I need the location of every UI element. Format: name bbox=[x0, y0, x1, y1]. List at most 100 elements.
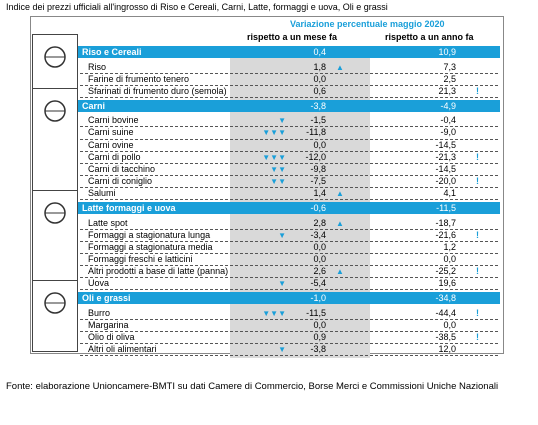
down-arrows: ▼▼▼ bbox=[262, 128, 286, 138]
row-name: Sfarinati di frumento duro (semola) bbox=[88, 85, 227, 96]
section-year: -11,5 bbox=[436, 203, 456, 213]
row-month: -11,5 bbox=[306, 307, 326, 318]
row-name: Formaggi a stagionatura media bbox=[88, 241, 213, 252]
row-month: 1,8 bbox=[313, 61, 326, 72]
row-divider bbox=[80, 355, 498, 356]
section-month: -0,6 bbox=[310, 203, 326, 213]
section-icon bbox=[32, 280, 78, 352]
section-month: -3,8 bbox=[310, 100, 326, 111]
section-name: Latte formaggi e uova bbox=[82, 203, 176, 213]
row-year: 21,3 bbox=[438, 85, 456, 96]
section-name: Riso e Cereali bbox=[82, 47, 142, 57]
period: Variazione percentuale maggio 2020 bbox=[290, 19, 445, 29]
row-month: 1,4 bbox=[313, 187, 326, 198]
row-month: 2,6 bbox=[313, 265, 326, 276]
row-name: Latte spot bbox=[88, 217, 128, 228]
row-month: 0,0 bbox=[313, 319, 326, 330]
row-name: Carni di tacchino bbox=[88, 163, 156, 174]
row-year: -21,3 bbox=[435, 151, 456, 162]
section-icon bbox=[32, 190, 78, 287]
row-divider bbox=[80, 150, 498, 152]
row-name: Altri prodotti a base di latte (panna) bbox=[88, 265, 229, 276]
section-year: -34,8 bbox=[435, 293, 456, 304]
flag: ! bbox=[476, 265, 479, 276]
icon-drawing bbox=[44, 292, 66, 314]
row-year: 2,5 bbox=[443, 73, 456, 84]
row-name: Riso bbox=[88, 61, 107, 72]
flag: ! bbox=[476, 229, 479, 240]
section-year: -4,9 bbox=[440, 100, 456, 111]
section-month: 0,4 bbox=[313, 47, 326, 57]
row-month: -9,8 bbox=[310, 163, 326, 174]
icon-drawing bbox=[44, 46, 66, 68]
section-icon bbox=[32, 34, 78, 94]
row-year: -14,5 bbox=[435, 139, 456, 150]
row-name: Salumi bbox=[88, 187, 116, 198]
up-arrow: ▲ bbox=[336, 62, 344, 72]
row-name: Uova bbox=[88, 278, 110, 288]
section-name: Carni bbox=[82, 100, 106, 111]
row-month: 0,0 bbox=[313, 73, 326, 84]
row-month: -7,5 bbox=[310, 175, 326, 186]
down-arrows: ▼ bbox=[278, 116, 286, 126]
row-year: 1,2 bbox=[443, 241, 456, 252]
row-year: -38,5 bbox=[435, 331, 456, 342]
down-arrows: ▼ bbox=[278, 279, 286, 288]
row-year: -25,2 bbox=[435, 265, 456, 276]
down-arrows: ▼▼▼ bbox=[262, 152, 286, 162]
flag: ! bbox=[476, 331, 479, 342]
row-divider bbox=[80, 138, 498, 140]
row-year: 4,1 bbox=[443, 187, 456, 198]
row-year: 0,0 bbox=[443, 319, 456, 330]
row-name: Carni di pollo bbox=[88, 151, 141, 162]
flag: ! bbox=[476, 151, 479, 162]
row-year: 19,6 bbox=[438, 278, 456, 288]
row-month: 2,8 bbox=[313, 217, 326, 228]
row-name: Carni di coniglio bbox=[88, 175, 153, 186]
icon-drawing bbox=[44, 100, 66, 122]
section-name: Oli e grassi bbox=[82, 293, 131, 304]
down-arrows: ▼ bbox=[278, 344, 286, 354]
row-month: -5,4 bbox=[310, 278, 326, 288]
row-divider bbox=[80, 289, 498, 291]
down-arrows: ▼▼ bbox=[270, 176, 286, 186]
row-divider bbox=[80, 199, 498, 200]
row-year: -20,0 bbox=[435, 175, 456, 186]
down-arrows: ▼ bbox=[278, 230, 286, 240]
row-month: -11,8 bbox=[306, 127, 326, 138]
row-year: -0,4 bbox=[440, 115, 456, 126]
up-arrow: ▲ bbox=[336, 266, 344, 276]
row-year: 7,3 bbox=[443, 61, 456, 72]
row-divider bbox=[80, 277, 498, 278]
row-month: -12,0 bbox=[305, 151, 326, 162]
flag: ! bbox=[476, 175, 479, 186]
row-divider bbox=[80, 264, 498, 266]
row-month: -3,8 bbox=[310, 343, 326, 354]
row-month: 0,6 bbox=[313, 85, 326, 96]
icon-drawing bbox=[44, 202, 66, 224]
row-divider bbox=[80, 240, 498, 242]
row-name: Margarina bbox=[88, 319, 129, 330]
row-year: -14,5 bbox=[435, 163, 456, 174]
row-month: 0,0 bbox=[313, 253, 326, 264]
down-arrows: ▼▼ bbox=[270, 164, 286, 174]
row-divider bbox=[80, 186, 498, 188]
section-year: 10,9 bbox=[438, 47, 456, 57]
flag: ! bbox=[476, 307, 479, 318]
row-name: Carni bovine bbox=[88, 115, 139, 126]
row-month: 0,0 bbox=[313, 241, 326, 252]
row-divider bbox=[80, 342, 498, 344]
section-header bbox=[78, 292, 500, 305]
row-divider bbox=[80, 162, 498, 164]
section-month: -1,0 bbox=[310, 293, 326, 304]
row-year: -18,7 bbox=[435, 217, 456, 228]
row-divider bbox=[80, 96, 498, 98]
flag: ! bbox=[476, 85, 479, 96]
row-name: Farine di frumento tenero bbox=[88, 73, 190, 84]
row-year: 0,0 bbox=[443, 253, 456, 264]
row-divider bbox=[80, 72, 498, 74]
col-month: rispetto a un mese fa bbox=[247, 32, 338, 42]
row-name: Olio di oliva bbox=[88, 331, 135, 342]
row-divider bbox=[80, 126, 498, 128]
